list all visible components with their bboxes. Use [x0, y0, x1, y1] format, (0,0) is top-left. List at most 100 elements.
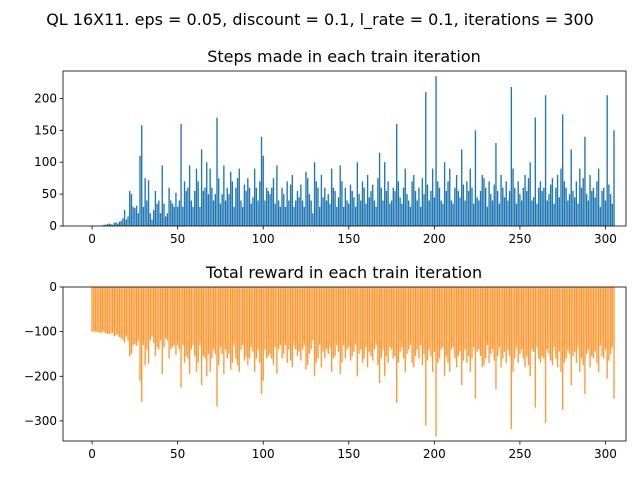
reward-bar: [358, 287, 360, 354]
steps-bar: [106, 224, 109, 226]
reward-bar: [221, 287, 223, 354]
steps-bar: [272, 178, 275, 226]
reward-bar: [454, 287, 456, 359]
reward-bar: [211, 287, 213, 359]
reward-bar: [526, 287, 528, 357]
reward-bar: [171, 287, 174, 348]
steps-bar: [437, 181, 439, 226]
steps-bar: [252, 197, 254, 226]
steps-bar: [212, 200, 215, 226]
steps-bar: [353, 197, 355, 226]
reward-bar: [351, 287, 353, 357]
reward-bar: [118, 287, 121, 337]
reward-bar: [572, 287, 574, 357]
reward-bar: [188, 287, 191, 375]
steps-bar: [558, 197, 560, 226]
reward-bar: [515, 287, 518, 348]
reward-bar: [370, 287, 372, 357]
reward-bar: [580, 287, 583, 359]
reward-bar: [592, 287, 595, 359]
steps-bar: [534, 117, 536, 226]
reward-bar: [226, 287, 228, 359]
reward-bar: [305, 287, 307, 370]
steps-bar: [473, 203, 475, 226]
steps-bar: [127, 216, 129, 226]
reward-bar: [426, 287, 429, 361]
reward-bar: [558, 287, 560, 352]
reward-bar: [228, 287, 230, 354]
steps-bar: [108, 223, 110, 226]
reward-bar: [556, 287, 559, 368]
reward-bar: [565, 287, 567, 359]
steps-bar: [553, 203, 555, 226]
reward-bar: [445, 287, 448, 357]
steps-bar: [329, 203, 331, 226]
reward-bar: [425, 287, 427, 426]
steps-bar: [200, 149, 203, 226]
steps-bar: [303, 206, 305, 226]
steps-bar: [156, 203, 158, 226]
reward-bar: [368, 287, 370, 352]
reward-bar: [520, 287, 523, 350]
reward-bar: [223, 287, 225, 375]
reward-bar: [377, 287, 379, 366]
reward-bar: [149, 287, 151, 341]
reward-bar: [469, 287, 471, 372]
reward-bar: [163, 287, 165, 348]
steps-bar: [219, 203, 222, 226]
reward-bar: [541, 287, 543, 357]
reward-bar: [567, 287, 569, 350]
steps-bar: [257, 200, 259, 226]
reward-bar: [192, 287, 194, 346]
steps-bar: [565, 187, 567, 226]
reward-bar: [286, 287, 288, 363]
steps-bar: [372, 184, 374, 226]
reward-bar: [394, 287, 396, 357]
steps-bar: [392, 187, 394, 226]
reward-xtick-label: 200: [423, 447, 446, 461]
reward-bar: [178, 287, 181, 350]
steps-bar: [308, 194, 311, 226]
reward-bar: [356, 287, 359, 377]
steps-bar: [502, 187, 504, 226]
steps-bar: [168, 187, 170, 226]
steps-bar: [544, 95, 547, 227]
reward-bar: [449, 287, 451, 372]
reward-bar: [307, 287, 309, 366]
reward-xtick-label: 0: [88, 447, 96, 461]
reward-chart: Total reward in each train iteration 0 50…: [24, 263, 627, 461]
reward-bar: [563, 287, 566, 363]
steps-bar: [236, 178, 239, 226]
steps-bar: [609, 194, 612, 226]
reward-ytick-label: −100: [24, 325, 57, 339]
reward-bar: [271, 287, 273, 359]
reward-bar: [291, 287, 293, 368]
steps-bar: [517, 181, 519, 226]
reward-bar: [204, 287, 206, 359]
reward-bar: [488, 287, 490, 363]
reward-bar: [110, 287, 112, 334]
reward-bar: [596, 287, 598, 363]
steps-ytick-label: 100: [34, 155, 57, 169]
steps-bar: [418, 187, 420, 226]
reward-bar: [106, 287, 109, 334]
steps-bar: [224, 200, 227, 226]
reward-bar: [182, 287, 184, 346]
reward-bar: [505, 287, 507, 363]
steps-bar: [253, 168, 256, 226]
reward-ytick-label: 0: [49, 280, 57, 294]
steps-bar: [158, 200, 160, 226]
steps-bar: [123, 210, 126, 226]
steps-bar: [218, 178, 220, 226]
steps-bar: [426, 184, 429, 226]
steps-bar: [570, 149, 572, 226]
reward-bar: [339, 287, 341, 375]
steps-bar: [288, 200, 290, 226]
reward-bar: [467, 287, 470, 357]
reward-bar: [277, 287, 280, 350]
reward-bar: [407, 287, 410, 350]
steps-ticks: 0 50 100 150 200 250 300 0 50 100 150 200: [34, 91, 617, 246]
steps-bar: [118, 221, 121, 226]
steps-chart-title: Steps made in each train iteration: [207, 47, 481, 66]
steps-bar: [354, 206, 357, 226]
